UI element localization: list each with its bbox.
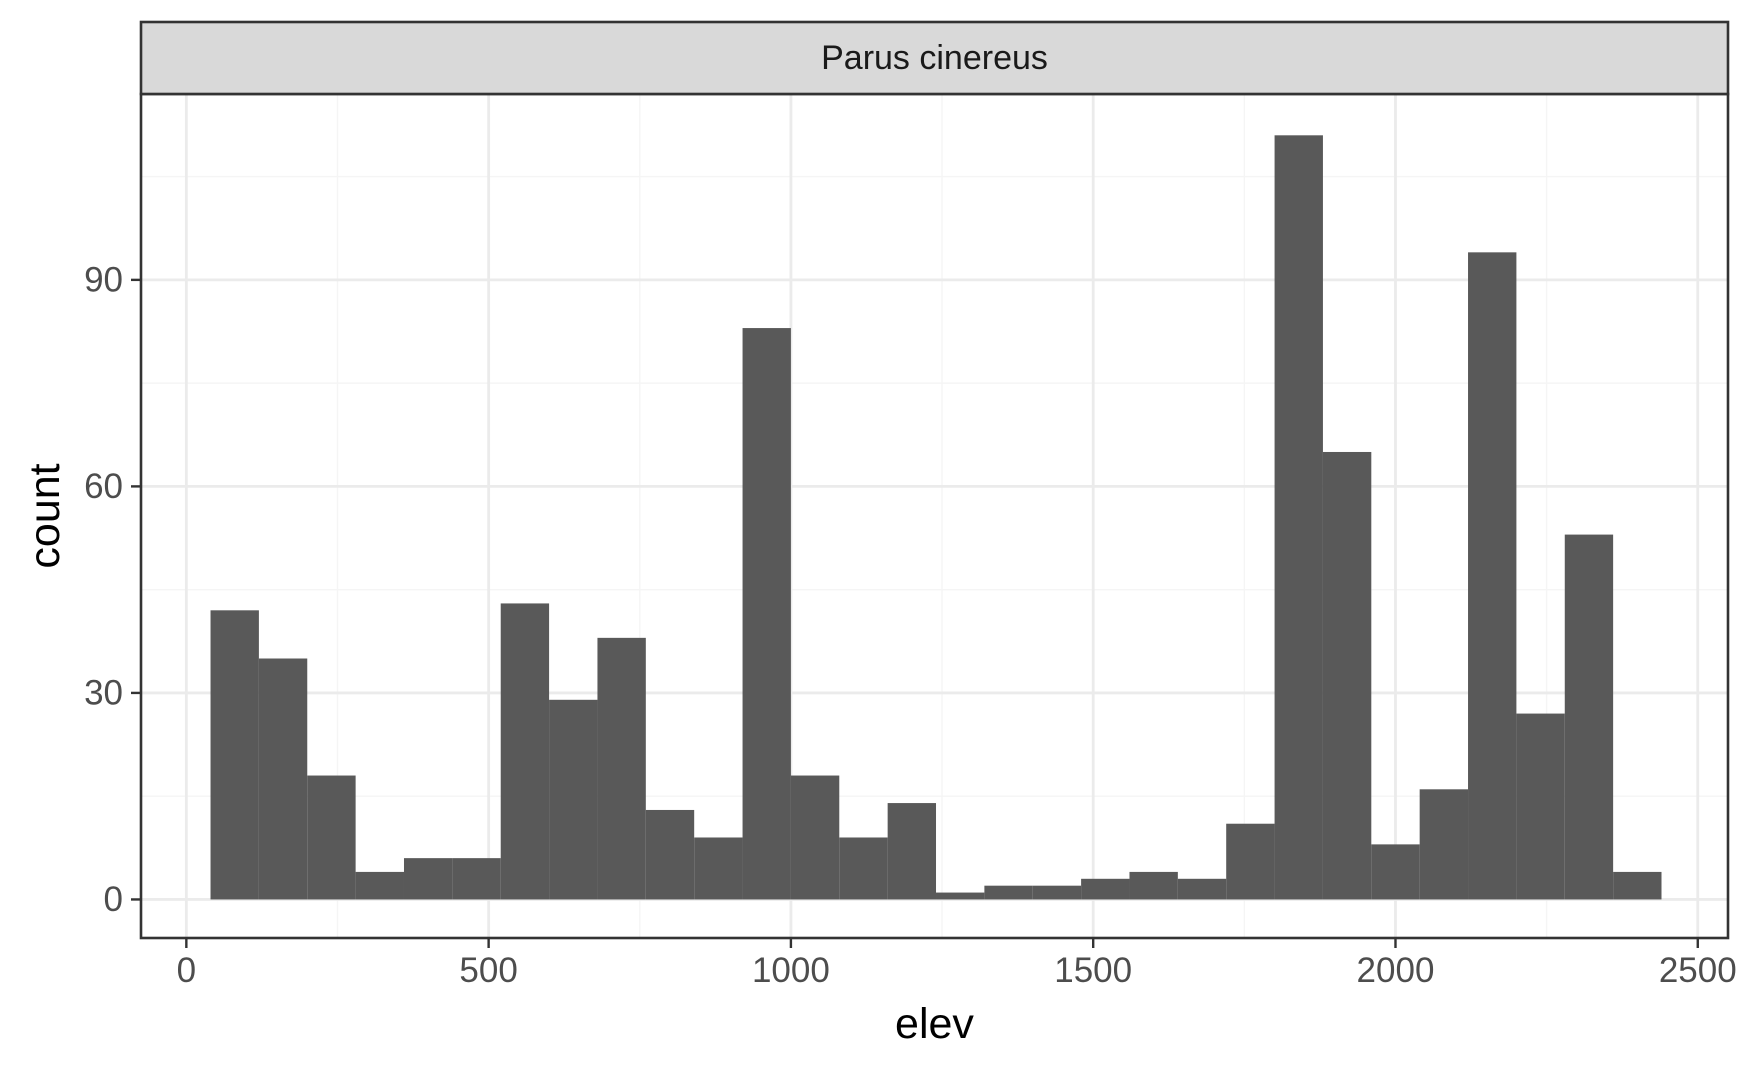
histogram-bar	[839, 837, 888, 900]
histogram-bar	[1177, 878, 1227, 900]
histogram-bar	[1419, 789, 1469, 900]
facet-label: Parus cinereus	[821, 39, 1048, 77]
x-tick-label: 2000	[1357, 951, 1435, 990]
histogram-bar	[549, 699, 598, 900]
histogram-bar	[1564, 534, 1614, 900]
x-tick-label: 500	[459, 951, 517, 990]
histogram-bar	[742, 328, 791, 900]
histogram-bar	[210, 610, 259, 900]
histogram-bar	[1371, 844, 1420, 900]
histogram-bar	[887, 803, 937, 900]
histogram-bar	[790, 775, 840, 900]
histogram-bar	[258, 658, 308, 900]
histogram-bar	[355, 871, 404, 900]
histogram-bar	[936, 892, 985, 900]
x-axis-title: elev	[895, 1000, 974, 1048]
histogram-bar	[452, 858, 501, 900]
y-axis-ticks: 0 30 60 90	[84, 260, 141, 919]
y-axis-title: count	[21, 463, 69, 568]
histogram-bar	[403, 858, 453, 900]
facet-strip	[139, 20, 1730, 96]
histogram-bar	[1468, 252, 1517, 900]
histogram-bar	[1081, 878, 1130, 900]
histogram-bar	[597, 637, 646, 900]
histogram-bar	[645, 809, 695, 900]
y-tick-label: 30	[84, 673, 123, 712]
histogram-bar	[984, 885, 1033, 900]
y-tick-label: 90	[84, 260, 123, 299]
histogram-bar	[694, 837, 743, 900]
histogram-bar	[1226, 823, 1275, 900]
histogram-bar	[1274, 135, 1323, 900]
x-tick-label: 2500	[1659, 951, 1737, 990]
histogram-bars	[210, 135, 1662, 900]
histogram-bar	[500, 603, 550, 900]
histogram-bar	[307, 775, 356, 900]
x-tick-label: 0	[177, 951, 196, 990]
x-tick-label: 1500	[1054, 951, 1132, 990]
y-tick-label: 0	[104, 880, 123, 919]
x-tick-label: 1000	[752, 951, 830, 990]
histogram-bar	[1322, 451, 1372, 900]
histogram-bar	[1032, 885, 1082, 900]
histogram-bar	[1613, 871, 1662, 900]
histogram-bar	[1516, 713, 1565, 900]
x-axis-ticks: 0 500 1000 1500 2000 2500	[177, 938, 1737, 990]
histogram-bar	[1129, 871, 1178, 900]
y-tick-label: 60	[84, 467, 123, 506]
